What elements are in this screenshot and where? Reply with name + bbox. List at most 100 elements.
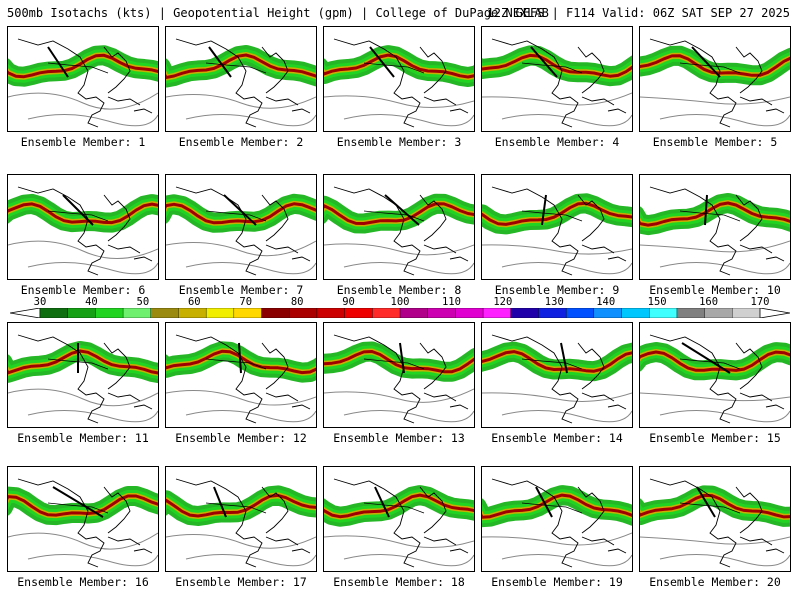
ensemble-panel-10 bbox=[639, 174, 791, 280]
border-line bbox=[521, 358, 583, 370]
colorbar-swatch bbox=[178, 308, 207, 318]
coastline bbox=[491, 334, 627, 424]
ensemble-panel-9 bbox=[481, 174, 633, 280]
trough-axis bbox=[47, 46, 69, 78]
colorbar-tick-label: 50 bbox=[136, 296, 150, 308]
coastline bbox=[649, 186, 785, 276]
coastline bbox=[491, 478, 627, 568]
height-contour bbox=[27, 114, 158, 127]
isotach-jet-core bbox=[482, 350, 632, 373]
height-contour bbox=[185, 114, 316, 127]
coastline bbox=[491, 186, 627, 276]
isotach-jet-core bbox=[482, 53, 632, 78]
colorbar-swatch bbox=[67, 308, 96, 318]
ensemble-panel-3 bbox=[323, 26, 475, 132]
map-canvas bbox=[482, 186, 632, 276]
ensemble-panel-13 bbox=[323, 322, 475, 428]
colorbar-tick-label: 90 bbox=[342, 296, 355, 308]
colorbar-swatch bbox=[39, 308, 69, 318]
height-contour bbox=[166, 240, 316, 257]
map-canvas bbox=[8, 478, 158, 568]
height-contour bbox=[8, 388, 158, 407]
colorbar-tick-label: 120 bbox=[493, 296, 513, 308]
trough-axis bbox=[238, 342, 242, 374]
border-line bbox=[363, 502, 425, 514]
height-contour bbox=[482, 532, 632, 546]
colorbar-tick-label: 60 bbox=[187, 296, 201, 308]
map-canvas bbox=[8, 38, 158, 128]
map-canvas bbox=[166, 186, 316, 276]
isotach-jet-core bbox=[166, 349, 316, 375]
colorbar-tick-label: 80 bbox=[290, 296, 304, 308]
height-contour bbox=[640, 240, 790, 253]
ensemble-panel-1 bbox=[7, 26, 159, 132]
colorbar-swatch bbox=[95, 308, 124, 318]
height-contour bbox=[8, 240, 158, 260]
isotach-jet-core bbox=[640, 493, 790, 519]
colorbar-swatch bbox=[122, 308, 152, 318]
border-line bbox=[363, 62, 425, 74]
map-canvas bbox=[482, 334, 632, 424]
trough-axis bbox=[560, 342, 568, 374]
border-line bbox=[521, 62, 583, 74]
height-contour bbox=[501, 114, 632, 127]
isotach-jet-core bbox=[166, 493, 316, 518]
map-canvas bbox=[324, 334, 474, 424]
trough-axis bbox=[691, 46, 721, 78]
border-line bbox=[47, 62, 109, 74]
ensemble-panel-11 bbox=[7, 322, 159, 428]
coastline bbox=[649, 334, 785, 424]
panel-label-9: Ensemble Member: 9 bbox=[494, 283, 620, 297]
trough-axis bbox=[704, 194, 708, 226]
isotach-jet-core bbox=[166, 53, 316, 79]
colorbar-swatch bbox=[233, 308, 263, 318]
ensemble-panel-6 bbox=[7, 174, 159, 280]
border-line bbox=[679, 62, 741, 74]
panel-label-19: Ensemble Member: 19 bbox=[491, 575, 623, 589]
border-line bbox=[47, 358, 109, 370]
colorbar-swatch bbox=[261, 308, 290, 318]
height-contour bbox=[482, 392, 632, 402]
height-contour bbox=[482, 244, 632, 255]
isotach-jet-core bbox=[482, 201, 632, 226]
panel-label-12: Ensemble Member: 12 bbox=[175, 431, 307, 445]
coastline bbox=[649, 478, 785, 568]
height-contour bbox=[324, 243, 474, 256]
map-canvas bbox=[640, 38, 790, 128]
map-canvas bbox=[324, 478, 474, 568]
colorbar-swatch bbox=[482, 308, 512, 318]
trough-axis bbox=[369, 46, 395, 78]
colorbar-tick-label: 150 bbox=[647, 296, 667, 308]
ensemble-panel-14 bbox=[481, 322, 633, 428]
colorbar-tick-label: 70 bbox=[239, 296, 253, 308]
ensemble-panel-17 bbox=[165, 466, 317, 572]
height-contour bbox=[640, 96, 790, 105]
coastline bbox=[17, 334, 153, 424]
border-line bbox=[521, 502, 583, 514]
height-contour bbox=[501, 410, 632, 423]
coastline bbox=[333, 334, 469, 424]
isotach-jet-core bbox=[8, 202, 158, 225]
panel-label-10: Ensemble Member: 10 bbox=[649, 283, 781, 297]
ensemble-panel-7 bbox=[165, 174, 317, 280]
trough-axis bbox=[535, 486, 553, 518]
trough-axis bbox=[530, 46, 558, 78]
colorbar-tick-label: 100 bbox=[390, 296, 410, 308]
map-canvas bbox=[324, 186, 474, 276]
panel-label-18: Ensemble Member: 18 bbox=[333, 575, 465, 589]
isotach-jet-core bbox=[8, 349, 158, 375]
ensemble-panel-16 bbox=[7, 466, 159, 572]
colorbar-tick-label: 140 bbox=[596, 296, 616, 308]
panel-label-15: Ensemble Member: 15 bbox=[649, 431, 781, 445]
map-canvas bbox=[482, 478, 632, 568]
map-canvas bbox=[640, 186, 790, 276]
colorbar-tick-label: 110 bbox=[441, 296, 461, 308]
colorbar-tick-label: 130 bbox=[544, 296, 564, 308]
map-canvas bbox=[8, 334, 158, 424]
height-contour bbox=[659, 554, 790, 567]
height-contour bbox=[343, 114, 474, 127]
colorbar-swatch bbox=[538, 308, 567, 318]
panel-label-4: Ensemble Member: 4 bbox=[494, 135, 620, 149]
colorbar-swatch bbox=[704, 308, 733, 318]
height-contour bbox=[501, 554, 632, 567]
